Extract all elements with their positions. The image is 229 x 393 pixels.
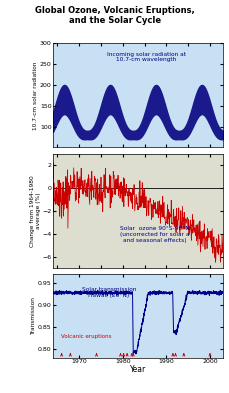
Y-axis label: Change from 1964-1980
average (%): Change from 1964-1980 average (%)	[30, 175, 41, 247]
Y-axis label: Transmission: Transmission	[31, 297, 36, 335]
Text: Solar  ozone 90°S-90°N
(uncorrected for solar a
and seasonal effects): Solar ozone 90°S-90°N (uncorrected for s…	[120, 226, 189, 243]
Text: Incoming solar radiation at
10.7-cm wavelength: Incoming solar radiation at 10.7-cm wave…	[106, 51, 185, 62]
Y-axis label: 10.7-cm solar radiation: 10.7-cm solar radiation	[33, 61, 38, 130]
Text: Global Ozone, Volcanic Eruptions,
and the Solar Cycle: Global Ozone, Volcanic Eruptions, and th…	[35, 6, 194, 25]
Text: Solar transmission
Hawaii (20°N): Solar transmission Hawaii (20°N)	[82, 287, 136, 298]
X-axis label: Year: Year	[129, 365, 145, 375]
Text: Volcanic eruptions: Volcanic eruptions	[61, 334, 112, 339]
